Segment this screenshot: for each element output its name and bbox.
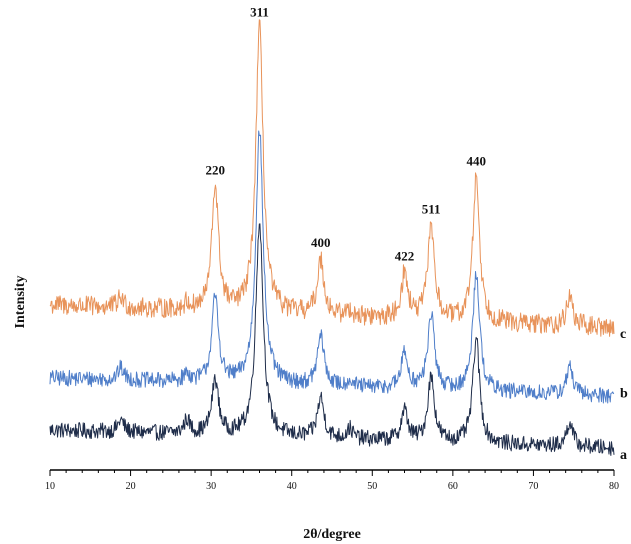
series-label-a: a: [620, 448, 627, 463]
peak-label-400: 400: [311, 235, 331, 250]
trace-c: [49, 19, 615, 337]
x-tick-label: 80: [609, 481, 619, 492]
trace-b: [49, 130, 615, 404]
peak-label-511: 511: [422, 202, 441, 217]
traces-group: [49, 19, 615, 456]
peak-label-220: 220: [205, 163, 225, 178]
x-tick-label: 50: [367, 481, 377, 492]
series-label-c: c: [620, 327, 626, 342]
x-ticks-group: 10 20 30 40 50 60 70 80: [45, 470, 619, 492]
x-tick-label: 30: [206, 481, 216, 492]
peak-label-440: 440: [466, 153, 486, 168]
series-label-b: b: [620, 387, 628, 402]
x-axis-title: 2θ/degree: [303, 527, 361, 542]
x-tick-label: 70: [528, 481, 538, 492]
series-labels-group: a b c: [620, 327, 628, 463]
y-axis-title: Intensity: [13, 276, 28, 329]
x-tick-label: 60: [448, 481, 458, 492]
x-tick-label: 40: [287, 481, 297, 492]
x-tick-label: 20: [126, 481, 136, 492]
peak-labels-group: 220 311 400 422 511 440: [205, 5, 486, 264]
trace-a: [49, 223, 615, 456]
peak-label-422: 422: [395, 249, 415, 264]
peak-label-311: 311: [250, 5, 269, 20]
x-tick-label: 10: [45, 481, 55, 492]
